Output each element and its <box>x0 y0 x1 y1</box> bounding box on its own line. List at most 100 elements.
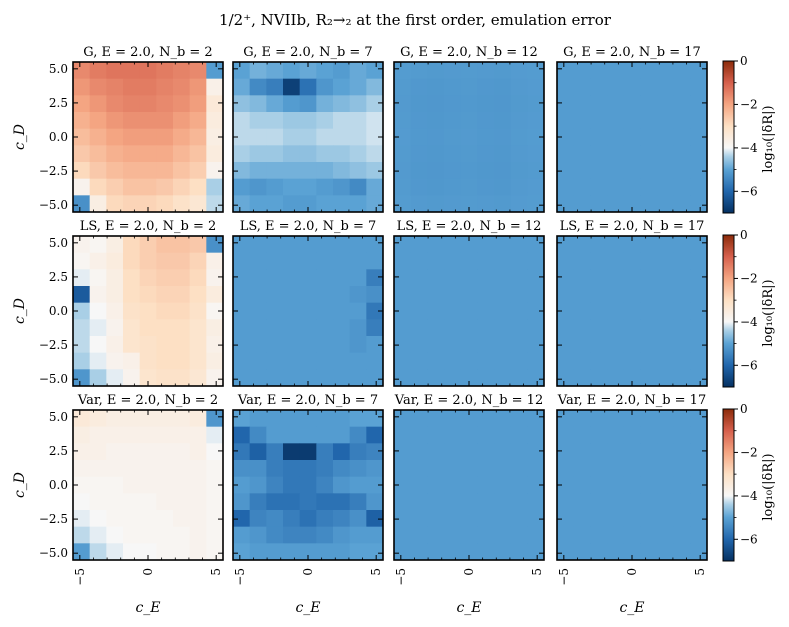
heatmap-cell <box>494 369 512 387</box>
heatmap-cell <box>233 493 251 511</box>
heatmap-cell <box>590 128 608 146</box>
heatmap-cell <box>444 369 462 387</box>
heatmap-cell <box>156 543 174 561</box>
heatmap-cell <box>690 543 708 561</box>
heatmap-cell <box>673 510 691 528</box>
heatmap-cell <box>427 476 445 494</box>
heatmap-cell <box>349 369 367 387</box>
heatmap-cell <box>366 460 384 478</box>
heatmap-cell <box>249 252 267 270</box>
heatmap-cell <box>477 510 495 528</box>
heatmap-cell <box>557 460 575 478</box>
heatmap-cell <box>623 319 641 337</box>
heatmap-cell <box>444 336 462 354</box>
heatmap-cell <box>283 352 301 370</box>
heatmap-cell <box>673 145 691 163</box>
heatmap-cell <box>349 286 367 304</box>
heatmap-cell <box>527 426 545 444</box>
heatmap-cell <box>640 162 658 180</box>
heatmap-cell <box>557 369 575 387</box>
heatmap-cell <box>106 62 124 80</box>
heatmap-cell <box>590 319 608 337</box>
heatmap-cell <box>283 526 301 544</box>
heatmap-cell <box>427 252 445 270</box>
heatmap-cell <box>607 95 625 113</box>
heatmap-cell <box>333 78 351 96</box>
heatmap-cell <box>510 526 528 544</box>
heatmap-cell <box>366 78 384 96</box>
panel-title: LS, E = 2.0, N_b = 7 <box>240 219 377 234</box>
heatmap-cell <box>527 352 545 370</box>
y-tick-label: −2.5 <box>39 512 68 526</box>
heatmap-cell <box>189 286 207 304</box>
y-tick-label: −5.0 <box>39 198 68 212</box>
heatmap-cell <box>266 145 284 163</box>
heatmap-panel-var-nb12: Var, E = 2.0, N_b = 12 −5 0 5 <box>393 393 545 586</box>
heatmap-cell <box>333 178 351 196</box>
panel-title: G, E = 2.0, N_b = 7 <box>243 45 372 60</box>
heatmap-cell <box>206 145 224 163</box>
heatmap-cell <box>89 460 107 478</box>
heatmap-cell <box>89 95 107 113</box>
heatmap-cell <box>477 269 495 287</box>
heatmap-cell <box>366 236 384 254</box>
heatmap-cell <box>89 162 107 180</box>
heatmap-cell <box>573 302 591 320</box>
heatmap-cell <box>673 252 691 270</box>
heatmap-cell <box>590 476 608 494</box>
heatmap-cell <box>427 460 445 478</box>
heatmap-cell <box>316 352 334 370</box>
colorbar-label: log₁₀(|δR|) <box>761 105 776 172</box>
heatmap-cell <box>557 62 575 80</box>
heatmap-cell <box>607 162 625 180</box>
heatmap-cell <box>673 526 691 544</box>
heatmap-cell <box>690 95 708 113</box>
heatmap-cell <box>410 178 428 196</box>
heatmap-cell <box>316 493 334 511</box>
heatmap-cell <box>233 319 251 337</box>
heatmap-cell <box>316 410 334 428</box>
heatmap-cell <box>173 336 191 354</box>
heatmap-cell <box>366 352 384 370</box>
heatmap-cell <box>410 352 428 370</box>
heatmap-cell <box>156 493 174 511</box>
heatmap-cell <box>173 195 191 213</box>
heatmap-cell <box>233 526 251 544</box>
heatmap-cell <box>349 145 367 163</box>
heatmap-cell <box>494 319 512 337</box>
panel-title: Var, E = 2.0, N_b = 2 <box>77 393 218 408</box>
y-tick-label: 5.0 <box>49 62 68 76</box>
heatmap-cell <box>333 302 351 320</box>
heatmap-cell <box>173 78 191 96</box>
heatmap-cell <box>690 369 708 387</box>
x-tick-label: −5 <box>233 568 247 586</box>
heatmap-cell <box>266 319 284 337</box>
heatmap-cell <box>640 526 658 544</box>
heatmap-cell <box>206 95 224 113</box>
heatmap-cell <box>623 112 641 130</box>
heatmap-cell <box>89 426 107 444</box>
heatmap-cell <box>607 526 625 544</box>
heatmap-cell <box>690 493 708 511</box>
heatmap-cell <box>590 195 608 213</box>
heatmap-cell <box>640 269 658 287</box>
heatmap-cell <box>249 336 267 354</box>
heatmap-cell <box>73 319 91 337</box>
heatmap-cell <box>249 426 267 444</box>
y-tick-label: 2.5 <box>49 270 68 284</box>
colorbar-tick-label: −4 <box>740 489 758 503</box>
heatmap-cell <box>690 510 708 528</box>
heatmap-cell <box>410 286 428 304</box>
heatmap-cell <box>690 62 708 80</box>
heatmap-cell <box>349 426 367 444</box>
heatmap-cell <box>444 410 462 428</box>
heatmap-cell <box>590 252 608 270</box>
heatmap-cell <box>590 178 608 196</box>
heatmap-cell <box>266 526 284 544</box>
heatmap-cell <box>349 352 367 370</box>
heatmap-cell <box>266 269 284 287</box>
heatmap-cell <box>394 476 412 494</box>
heatmap-cell <box>299 302 317 320</box>
panel-title: LS, E = 2.0, N_b = 17 <box>560 219 705 234</box>
heatmap-cell <box>623 369 641 387</box>
